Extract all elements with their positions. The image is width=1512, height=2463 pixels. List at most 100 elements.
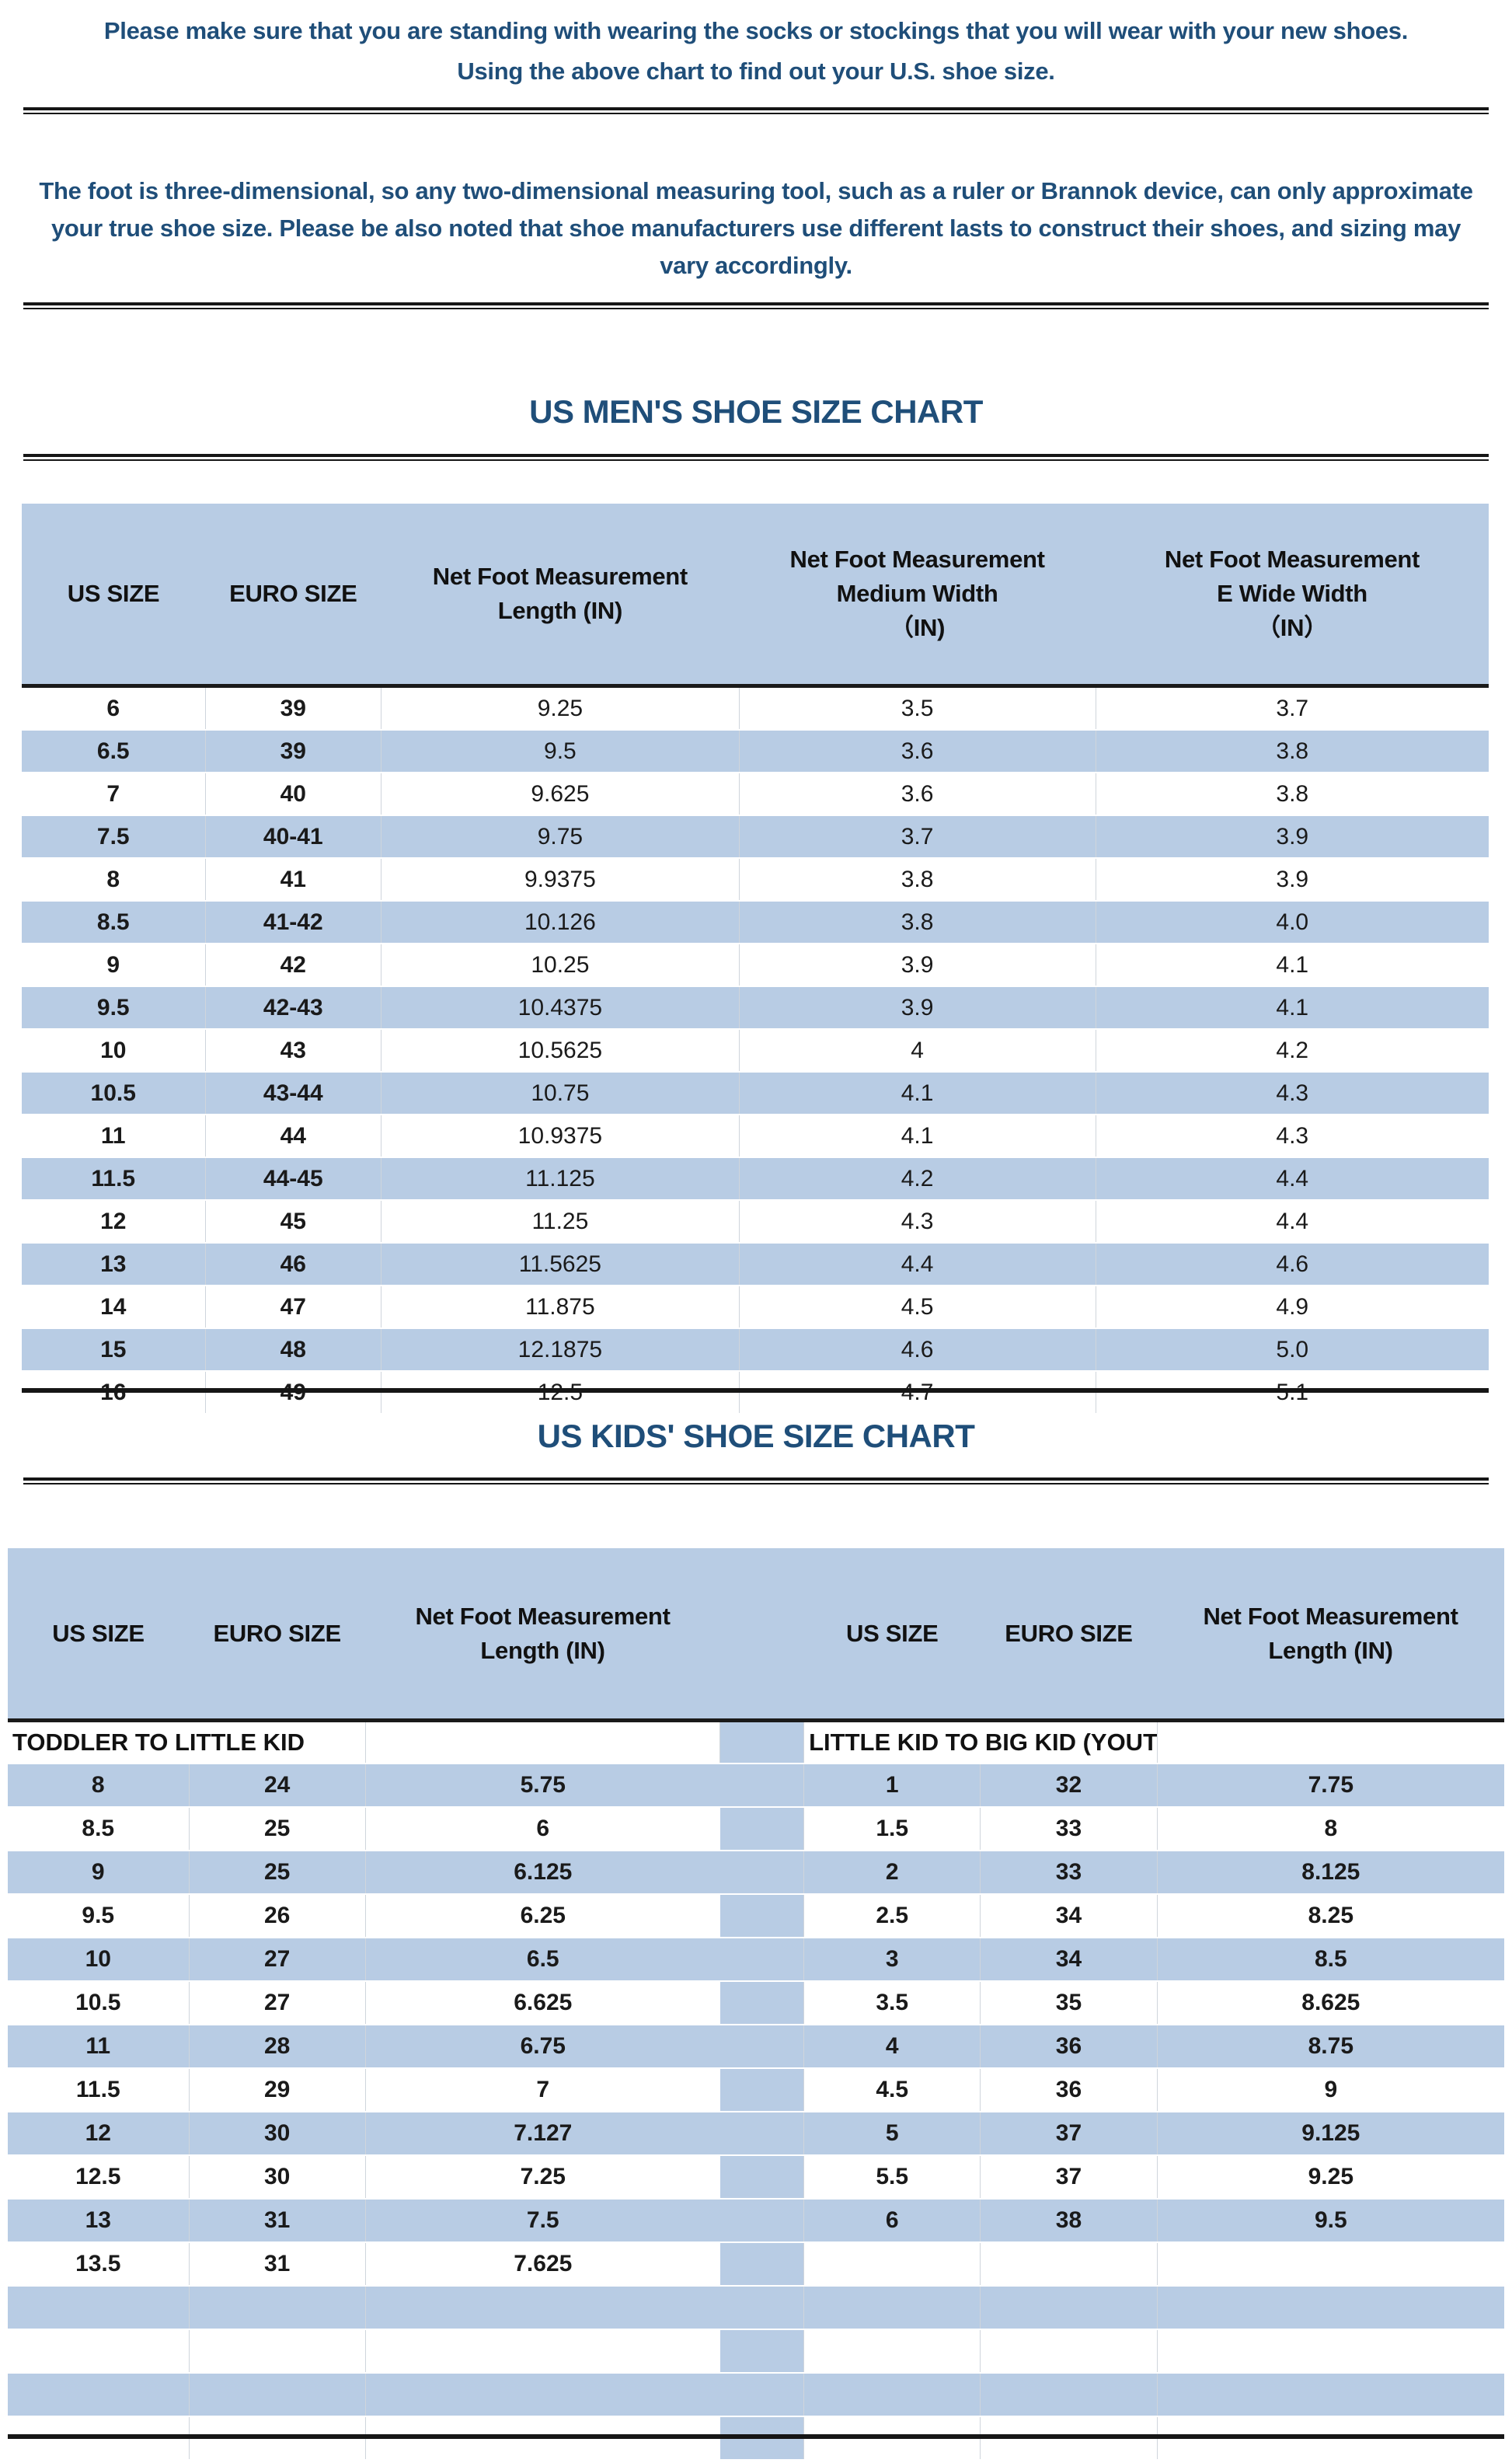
medium-width-cell: 3.8	[738, 857, 1096, 901]
wide-width-cell: 4.0	[1095, 900, 1489, 944]
table-row: 12 30 7.127 5 37 9.125	[8, 2111, 1504, 2155]
medium-width-cell: 3.6	[738, 729, 1096, 773]
euro-size-cell: 28	[188, 2024, 366, 2068]
wide-width-cell: 5.0	[1095, 1327, 1489, 1371]
spacer-cell	[719, 2285, 804, 2329]
wide-width-cell: 4.4	[1095, 1199, 1489, 1243]
length-cell	[364, 2329, 720, 2373]
us-size-cell: 10	[22, 1028, 205, 1072]
us-size-cell: 9.5	[8, 1893, 190, 1938]
euro-size-cell: 46	[204, 1242, 381, 1286]
length-cell: 6.125	[364, 1850, 720, 1894]
length-cell	[1156, 2329, 1504, 2373]
euro-size-cell: 33	[980, 1806, 1158, 1851]
kids-size-table: US SIZE EURO SIZE Net Foot Measurement L…	[8, 1548, 1504, 2459]
intro-line-1: Please make sure that you are standing w…	[103, 17, 1409, 44]
us-size-cell: 6	[22, 685, 205, 730]
horizontal-rule	[23, 107, 1489, 114]
us-size-cell: 12	[22, 1199, 205, 1243]
us-size-cell: 14	[22, 1285, 205, 1328]
us-size-cell	[803, 2372, 981, 2416]
length-cell	[1156, 2241, 1504, 2286]
medium-width-cell: 4.2	[738, 1156, 1096, 1200]
euro-size-cell: 32	[980, 1763, 1158, 1807]
us-size-cell: 12.5	[8, 2154, 190, 2199]
euro-size-cell	[188, 2329, 366, 2373]
us-size-cell: 6	[803, 2198, 981, 2242]
length-cell: 12.1875	[381, 1327, 740, 1371]
length-cell: 7.5	[364, 2198, 720, 2242]
table-row: 10 43 10.5625 4 4.2	[22, 1028, 1489, 1072]
length-cell: 10.25	[381, 943, 740, 986]
kids-left-header-euro-size: EURO SIZE	[189, 1548, 366, 1722]
euro-size-cell: 25	[188, 1850, 366, 1894]
us-size-cell: 9.5	[22, 986, 205, 1029]
spacer-cell	[719, 2024, 804, 2068]
mens-header-us-size: US SIZE	[22, 504, 205, 688]
wide-width-cell: 3.8	[1095, 729, 1489, 773]
mens-header-wide-width: Net Foot Measurement E Wide Width （IN）	[1096, 504, 1489, 688]
table-row: 11 28 6.75 4 36 8.75	[8, 2024, 1504, 2068]
length-cell: 6.5	[364, 1937, 720, 1981]
kids-header-spacer	[719, 1548, 804, 1722]
wide-width-cell: 4.4	[1095, 1156, 1489, 1200]
euro-size-cell: 42	[204, 943, 381, 986]
mens-header-medium-width: Net Foot Measurement Medium Width （IN)	[739, 504, 1096, 688]
length-cell: 8	[1156, 1806, 1504, 1851]
length-cell	[1156, 2372, 1504, 2416]
euro-size-cell: 25	[188, 1806, 366, 1851]
us-size-cell: 7.5	[22, 815, 205, 858]
us-size-cell: 11.5	[22, 1156, 205, 1200]
table-row	[8, 2329, 1504, 2373]
us-size-cell	[8, 2372, 190, 2416]
length-cell: 11.875	[381, 1285, 740, 1328]
euro-size-cell: 37	[980, 2111, 1158, 2155]
horizontal-rule	[23, 454, 1489, 461]
euro-size-cell	[980, 2241, 1158, 2286]
us-size-cell: 13.5	[8, 2241, 190, 2286]
wide-width-cell: 3.9	[1095, 857, 1489, 901]
length-cell: 6.25	[364, 1893, 720, 1938]
us-size-cell: 8.5	[22, 900, 205, 944]
euro-size-cell: 40-41	[204, 815, 381, 858]
euro-size-cell: 44-45	[204, 1156, 381, 1200]
euro-size-cell: 26	[188, 1893, 366, 1938]
length-cell: 9.9375	[381, 857, 740, 901]
medium-width-cell: 3.8	[738, 900, 1096, 944]
euro-size-cell: 34	[980, 1937, 1158, 1981]
us-size-cell: 2.5	[803, 1893, 981, 1938]
us-size-cell: 5.5	[803, 2154, 981, 2199]
kids-right-header-length: Net Foot Measurement Length (IN)	[1157, 1548, 1504, 1722]
length-cell: 10.126	[381, 900, 740, 944]
euro-size-cell: 36	[980, 2024, 1158, 2068]
euro-size-cell: 44	[204, 1114, 381, 1157]
medium-width-cell: 3.7	[738, 815, 1096, 858]
table-row: 13 31 7.5 6 38 9.5	[8, 2198, 1504, 2242]
length-cell: 6.75	[364, 2024, 720, 2068]
length-cell: 7.127	[364, 2111, 720, 2155]
us-size-cell: 1.5	[803, 1806, 981, 1851]
us-size-cell	[803, 2285, 981, 2329]
mens-table-header: US SIZE EURO SIZE Net Foot Measurement L…	[22, 504, 1489, 688]
length-cell: 7	[364, 2067, 720, 2112]
wide-width-cell: 4.9	[1095, 1285, 1489, 1328]
us-size-cell: 12	[8, 2111, 190, 2155]
intro-text: Please make sure that you are standing w…	[0, 11, 1512, 92]
euro-size-cell	[980, 2285, 1158, 2329]
euro-size-cell: 30	[188, 2154, 366, 2199]
length-cell	[364, 2372, 720, 2416]
length-cell: 10.9375	[381, 1114, 740, 1157]
wide-width-cell: 4.1	[1095, 986, 1489, 1029]
table-row: 6 39 9.25 3.5 3.7	[22, 685, 1489, 730]
kids-left-header-length: Net Foot Measurement Length (IN)	[365, 1548, 720, 1722]
euro-size-cell: 31	[188, 2198, 366, 2242]
us-size-cell: 8	[22, 857, 205, 901]
spacer-cell	[719, 2111, 804, 2155]
length-cell: 9.75	[381, 815, 740, 858]
table-row: 11 44 10.9375 4.1 4.3	[22, 1114, 1489, 1157]
wide-width-cell: 4.2	[1095, 1028, 1489, 1072]
us-size-cell	[8, 2329, 190, 2373]
length-cell: 7.625	[364, 2241, 720, 2286]
length-cell: 10.4375	[381, 986, 740, 1029]
length-cell: 7.75	[1156, 1763, 1504, 1807]
